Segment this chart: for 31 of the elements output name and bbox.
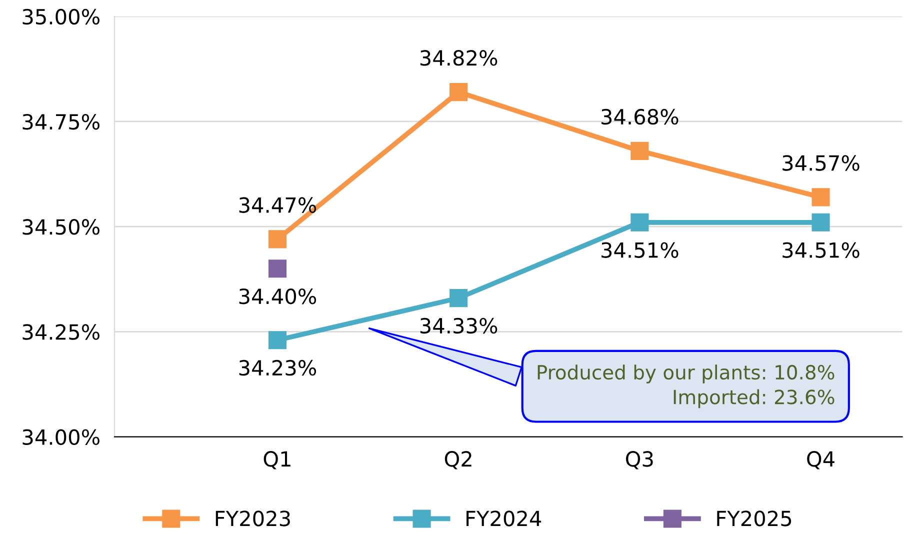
- legend-label: FY2023: [216, 510, 290, 526]
- x-tick-label: Q2: [444, 451, 472, 470]
- point: [450, 289, 468, 308]
- legend-label: FY2025: [717, 510, 792, 526]
- data-label: 34.40%: [239, 288, 316, 304]
- y-tick-label: 35.00%: [22, 8, 100, 25]
- point: [268, 260, 287, 278]
- point: [268, 331, 287, 350]
- y-tick-label: 34.00%: [22, 429, 100, 446]
- data-label: 34.47%: [239, 197, 316, 213]
- x-tick-label: Q1: [264, 451, 290, 470]
- point: [812, 213, 830, 232]
- legend-label: FY2024: [466, 510, 542, 526]
- x-tick-label: Q3: [626, 451, 653, 470]
- point: [630, 142, 649, 160]
- data-label: 34.51%: [782, 242, 860, 258]
- y-tick-label: 34.50%: [22, 219, 100, 235]
- data-label: 34.51%: [602, 242, 678, 258]
- point: [630, 213, 649, 232]
- data-label: 34.33%: [420, 318, 498, 334]
- data-label: 34.68%: [602, 108, 678, 125]
- point: [268, 230, 287, 248]
- data-label: 34.82%: [420, 50, 498, 66]
- y-tick-label: 34.75%: [22, 114, 100, 130]
- point: [450, 83, 468, 102]
- point: [812, 188, 830, 206]
- data-label: 34.23%: [239, 360, 316, 376]
- data-label: 34.57%: [782, 155, 860, 171]
- x-tick-label: Q4: [807, 451, 834, 470]
- annotation: Produced by our plants: 10.8% Imported: 23.6%: [538, 364, 834, 408]
- y-tick-label: 34.25%: [22, 324, 100, 340]
